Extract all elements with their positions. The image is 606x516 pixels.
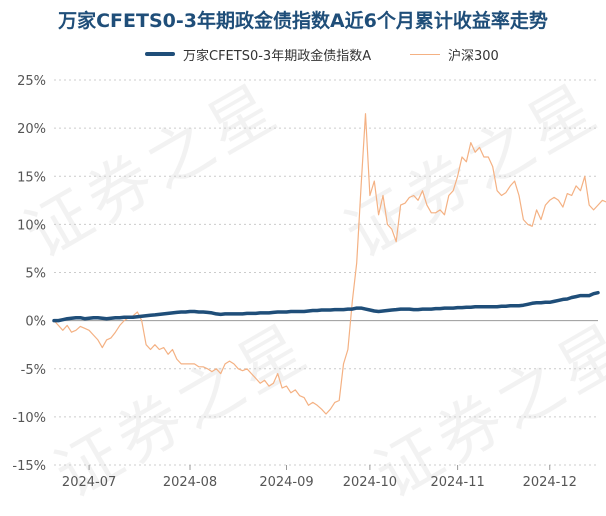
y-tick-label: -15% [12,459,46,474]
legend-label-fund: 万家CFETS0-3年期政金债指数A [183,48,372,64]
x-tick-label: 2024-10 [343,475,397,490]
x-axis-ticks: 2024-07 2024-08 2024-09 2024-10 2024-11 2024-… [62,465,577,490]
legend: 万家CFETS0-3年期政金债指数A 沪深300 [0,44,606,64]
y-axis-ticks: 25% 20% 15% 10% 5% 0% -5% -10% -15% [12,74,46,474]
y-tick-label: -10% [12,411,46,426]
y-tick-label: 0% [25,315,46,330]
y-tick-label: 5% [25,267,46,282]
chart-title: 万家CFETS0-3年期政金债指数A近6个月累计收益率走势 [58,10,548,32]
y-tick-label: -5% [21,363,46,378]
x-tick-label: 2024-08 [163,475,217,490]
y-tick-label: 10% [17,218,46,233]
series-line-csi300 [53,113,606,415]
x-tick-label: 2024-12 [523,475,577,490]
gridlines [54,79,598,466]
y-tick-label: 15% [17,170,46,185]
x-tick-label: 2024-07 [62,475,116,490]
series-line-fund [52,290,600,323]
legend-label-csi300: 沪深300 [448,48,499,64]
legend-item-csi300[interactable]: 沪深300 [410,44,499,64]
line-chart: 25%20%15%10%5%0%-5%-10%-15% 2024-07 2024-… [12,74,606,490]
legend-item-fund[interactable]: 万家CFETS0-3年期政金债指数A [145,44,371,64]
legend-swatch-csi300 [410,53,440,55]
series-lines [52,113,606,415]
x-tick-label: 2024-09 [259,475,313,490]
y-tick-label: 20% [17,122,46,137]
x-tick-label: 2024-11 [430,475,484,490]
y-tick-label: 25% [17,74,46,89]
legend-swatch-fund [145,52,175,56]
